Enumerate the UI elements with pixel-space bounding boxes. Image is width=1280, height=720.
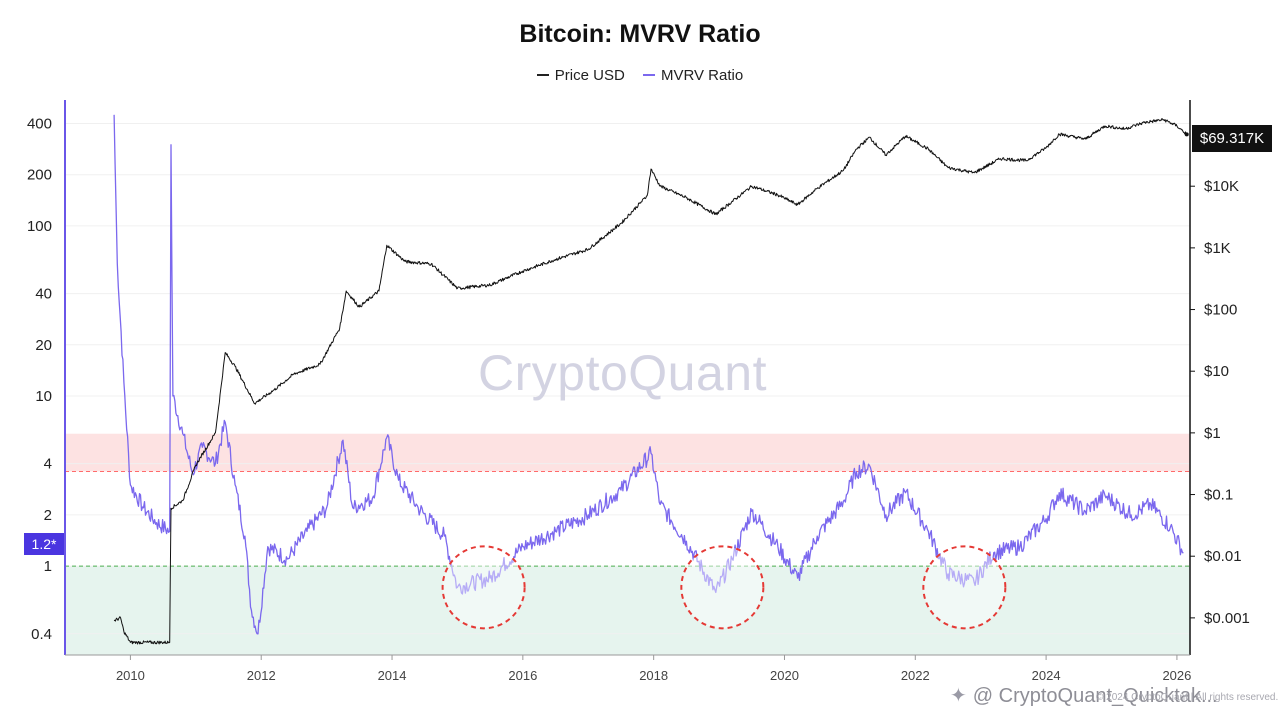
legend-price-swatch xyxy=(536,74,549,76)
undervalued-zone xyxy=(65,566,1190,655)
price-end-marker xyxy=(1184,132,1189,137)
legend-mvrv-swatch xyxy=(642,74,655,76)
x-tick-label-0: 2010 xyxy=(116,668,145,683)
x-tick-label-6: 2022 xyxy=(901,668,930,683)
series-line-price xyxy=(113,118,1188,645)
left-tick-label-6: 4 xyxy=(44,456,52,473)
legend-mvrv[interactable]: MVRV Ratio xyxy=(642,66,744,84)
series-line-mvrv xyxy=(113,114,1184,635)
legend-price-label: Price USD xyxy=(554,66,625,84)
right-tick-label-2: $100 xyxy=(1204,302,1237,319)
highlight-circle-0 xyxy=(441,545,526,630)
chart-title: Bitcoin: MVRV Ratio xyxy=(519,20,761,48)
legend-price[interactable]: Price USD xyxy=(536,66,625,84)
x-tick-label-4: 2018 xyxy=(639,668,668,683)
left-tick-label-7: 2 xyxy=(44,507,52,524)
current-price-label: $69.317K xyxy=(1192,125,1272,152)
right-tick-label-1: $1K xyxy=(1204,240,1231,257)
right-tick-label-3: $10 xyxy=(1204,363,1229,380)
source-note: © 2024 CryptoQuant | All rights reserved… xyxy=(1096,692,1279,703)
left-tick-label-1: 200 xyxy=(27,167,52,184)
right-tick-label-4: $1 xyxy=(1204,425,1221,442)
watermark: CryptoQuant xyxy=(478,345,767,401)
left-tick-label-8: 1 xyxy=(44,558,52,575)
current-mvrv-label: 1.2* xyxy=(24,533,64,555)
highlight-circle-1 xyxy=(680,545,765,630)
left-tick-label-9: 0.4 xyxy=(31,626,52,643)
right-tick-label-7: $0.001 xyxy=(1204,610,1250,627)
right-tick-label-5: $0.1 xyxy=(1204,487,1233,504)
x-tick-label-3: 2016 xyxy=(508,668,537,683)
left-tick-label-3: 40 xyxy=(35,286,52,303)
left-tick-label-2: 100 xyxy=(27,218,52,235)
left-tick-label-5: 10 xyxy=(35,388,52,405)
footer-watermark-text: @ CryptoQuant_Quicktak... xyxy=(972,685,1218,707)
right-tick-label-0: $10K xyxy=(1204,178,1239,195)
left-tick-label-4: 20 xyxy=(35,337,52,354)
footer-watermark: ✦ @ CryptoQuant_Quicktak... xyxy=(950,683,1218,708)
x-tick-label-5: 2020 xyxy=(770,668,799,683)
legend-mvrv-label: MVRV Ratio xyxy=(660,66,744,84)
chart-legend: Price USD MVRV Ratio xyxy=(0,63,1280,84)
right-tick-label-6: $0.01 xyxy=(1204,548,1242,565)
highlight-circle-2 xyxy=(922,545,1007,630)
overvalued-zone xyxy=(65,433,1190,472)
weibo-like-icon: ✦ xyxy=(950,685,967,707)
left-tick-label-0: 400 xyxy=(27,116,52,133)
x-tick-label-2: 2014 xyxy=(378,668,407,683)
x-tick-label-7: 2024 xyxy=(1032,668,1061,683)
x-tick-label-1: 2012 xyxy=(247,668,276,683)
x-tick-label-8: 2026 xyxy=(1162,668,1191,683)
